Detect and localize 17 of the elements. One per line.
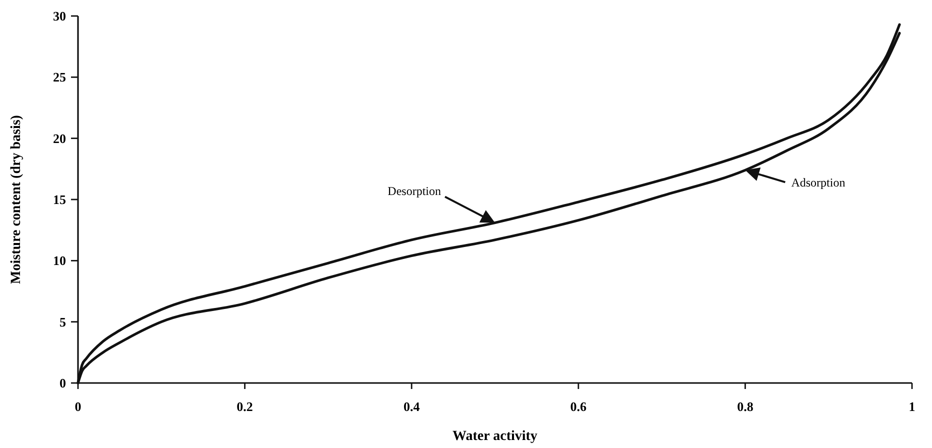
- y-tick-label: 30: [53, 8, 66, 24]
- x-axis-title: Water activity: [452, 429, 538, 444]
- x-tick-label: 0.8: [737, 399, 754, 414]
- y-tick-label: 10: [53, 253, 66, 268]
- y-tick-label: 15: [53, 192, 66, 208]
- y-tick-label: 5: [60, 314, 66, 330]
- x-tick-label: 0.4: [403, 399, 420, 414]
- x-tick-label: 0: [74, 399, 82, 414]
- annotation: Adsorption: [791, 175, 846, 190]
- y-tick-label: 25: [53, 70, 66, 85]
- annotation: Desorption: [388, 184, 441, 198]
- y-tick-label: 0: [60, 376, 66, 391]
- x-tick-label: 0.2: [236, 399, 253, 414]
- y-tick-label: 20: [53, 130, 66, 146]
- y-axis-title: Moisture content (dry basis): [9, 114, 24, 284]
- x-tick-label: 0.6: [570, 399, 588, 414]
- x-tick-label: 1: [908, 399, 916, 414]
